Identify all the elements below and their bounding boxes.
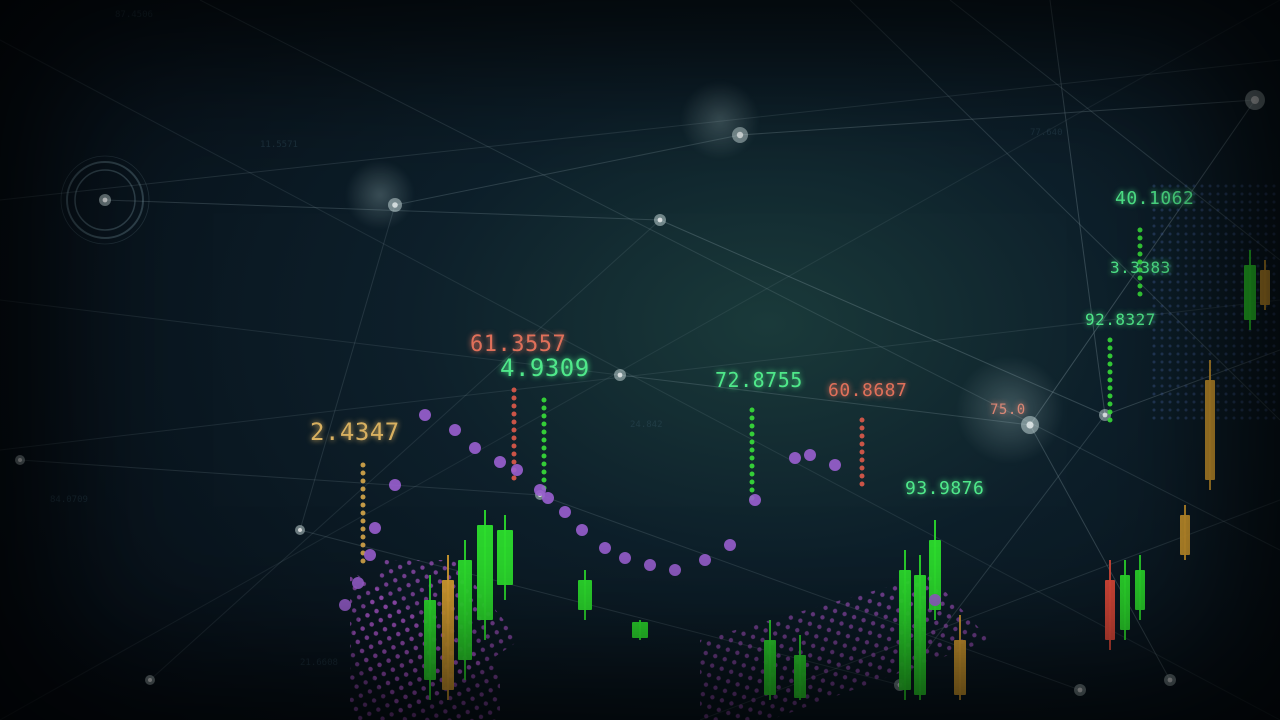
faint-number: 87.4506 [115, 10, 153, 20]
glow-spot [955, 355, 1065, 465]
faint-number: 11.5571 [260, 140, 298, 150]
value-label: 93.9876 [905, 478, 984, 499]
faint-number: 84.0709 [50, 495, 88, 505]
glow-spot [345, 160, 415, 230]
value-label: 4.9309 [500, 354, 590, 382]
value-label: 72.8755 [715, 368, 803, 392]
scatter-layer [0, 0, 1280, 720]
chart-visualization: 2.434761.35574.930972.875560.868793.9876… [0, 0, 1280, 720]
value-label: 2.4347 [310, 418, 400, 446]
value-label: 40.1062 [1115, 188, 1194, 209]
faint-number: 77.640 [1030, 128, 1063, 138]
glow-spot [680, 80, 760, 160]
faint-number: 24.842 [630, 420, 663, 430]
value-label: 3.3383 [1110, 258, 1171, 277]
value-label: 92.8327 [1085, 310, 1156, 329]
faint-number: 21.6608 [300, 658, 338, 668]
value-label: 60.8687 [828, 380, 907, 401]
